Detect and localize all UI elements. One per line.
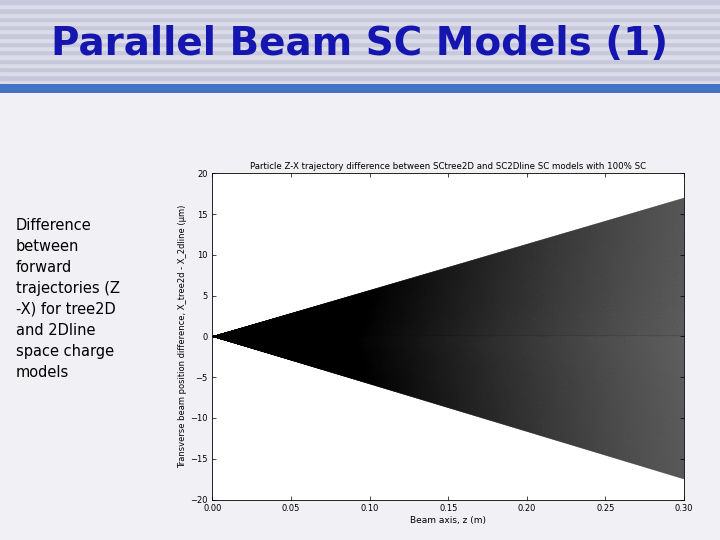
Bar <box>0 75 720 79</box>
Bar <box>0 8 720 12</box>
Bar <box>0 21 720 25</box>
Bar <box>0 0 720 4</box>
Bar <box>0 42 720 46</box>
Bar <box>0 33 720 38</box>
Bar <box>0 12 720 17</box>
Text: Parallel Beam SC Models (1): Parallel Beam SC Models (1) <box>51 24 669 63</box>
Bar <box>0 79 720 84</box>
Bar <box>0 67 720 71</box>
Bar <box>0 38 720 42</box>
Bar <box>0 46 720 50</box>
Bar <box>0 4 720 8</box>
Text: Difference
between
forward
trajectories (Z
-X) for tree2D
and 2Dline
space charg: Difference between forward trajectories … <box>16 218 120 380</box>
Bar <box>0 63 720 67</box>
Bar <box>0 29 720 33</box>
Bar <box>0 58 720 63</box>
Bar <box>0 71 720 75</box>
Y-axis label: Transverse beam position difference, X_tree2d - X_2dline (μm): Transverse beam position difference, X_t… <box>179 205 187 468</box>
Bar <box>0 55 720 58</box>
Bar <box>0 25 720 29</box>
Bar <box>0 17 720 21</box>
Title: Particle Z-X trajectory difference between SCtree2D and SC2Dline SC models with : Particle Z-X trajectory difference betwe… <box>250 163 647 171</box>
Bar <box>0 50 720 55</box>
X-axis label: Beam axis, z (m): Beam axis, z (m) <box>410 516 486 525</box>
